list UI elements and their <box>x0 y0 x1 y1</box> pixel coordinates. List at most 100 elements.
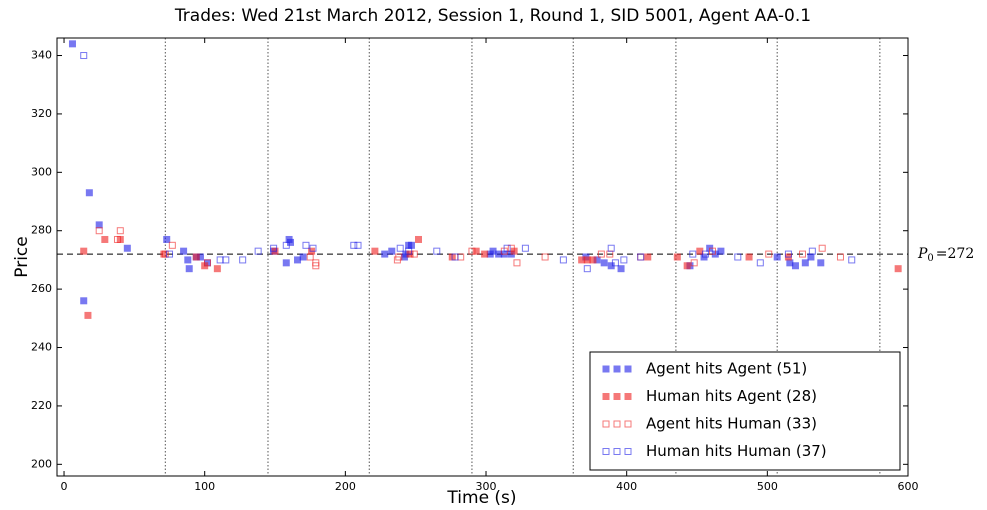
x-tick-label: 100 <box>194 480 215 493</box>
data-point <box>371 247 379 255</box>
y-tick-label: 340 <box>31 49 52 62</box>
data-point <box>299 253 307 261</box>
data-point <box>696 247 704 255</box>
data-point <box>817 259 825 267</box>
data-point <box>583 265 591 273</box>
legend-label: Agent hits Human (33) <box>646 415 817 433</box>
reference-subscript: 0 <box>927 253 933 264</box>
chart-title: Trades: Wed 21st March 2012, Session 1, … <box>174 6 811 26</box>
legend-marker <box>613 420 621 428</box>
legend-marker <box>613 365 621 373</box>
data-point <box>791 262 799 270</box>
data-point <box>163 235 171 243</box>
data-point <box>85 189 93 197</box>
data-point <box>620 256 628 264</box>
legend-marker <box>613 448 621 455</box>
y-tick-label: 260 <box>31 282 52 295</box>
data-point <box>312 262 320 270</box>
data-point <box>756 259 764 267</box>
legend-marker <box>602 448 610 455</box>
data-point <box>166 250 174 258</box>
data-point <box>617 265 625 273</box>
data-point <box>583 256 591 264</box>
data-point <box>95 221 103 229</box>
data-point <box>282 259 290 267</box>
x-tick-label: 500 <box>757 480 778 493</box>
data-point <box>185 265 193 273</box>
data-point <box>773 253 781 261</box>
data-point <box>84 311 92 319</box>
x-tick-label: 400 <box>616 480 637 493</box>
data-point <box>184 256 192 264</box>
y-tick-label: 300 <box>31 165 52 178</box>
data-point <box>285 235 293 243</box>
data-point <box>717 247 725 255</box>
data-point <box>270 244 278 252</box>
data-point <box>799 250 807 258</box>
data-point <box>607 244 615 252</box>
data-point <box>784 250 792 258</box>
data-point <box>388 247 396 255</box>
data-point <box>894 265 902 273</box>
legend-marker <box>624 365 632 373</box>
data-point <box>393 256 401 264</box>
data-point <box>734 253 742 261</box>
data-point <box>160 250 168 258</box>
data-point <box>503 244 511 252</box>
data-point <box>521 244 529 252</box>
y-tick-label: 320 <box>31 107 52 120</box>
x-tick-label: 200 <box>335 480 356 493</box>
y-tick-label: 220 <box>31 399 52 412</box>
data-point <box>80 247 88 255</box>
y-tick-label: 280 <box>31 224 52 237</box>
data-point <box>818 244 826 252</box>
reference-value: =272 <box>936 246 974 262</box>
legend-marker <box>624 448 632 455</box>
data-point <box>180 247 188 255</box>
data-point <box>354 241 362 249</box>
data-point <box>123 244 131 252</box>
data-point <box>396 244 404 252</box>
data-point <box>745 253 753 261</box>
data-point <box>507 244 515 252</box>
data-point <box>68 40 76 48</box>
data-point <box>80 297 88 305</box>
data-point <box>309 244 317 252</box>
legend-label: Agent hits Agent (51) <box>646 360 807 378</box>
data-point <box>611 259 619 267</box>
data-point <box>350 241 358 249</box>
data-point <box>701 250 709 258</box>
data-point <box>673 253 681 261</box>
y-tick-label: 240 <box>31 341 52 354</box>
data-point <box>407 241 415 249</box>
data-point <box>481 250 489 258</box>
data-point <box>204 259 212 267</box>
data-point <box>254 247 262 255</box>
data-point <box>414 235 422 243</box>
legend-marker <box>613 393 621 400</box>
data-point <box>708 247 716 255</box>
y-axis-label: Price <box>12 236 32 277</box>
data-point <box>213 265 221 273</box>
reference-label: P0 =272 <box>917 246 974 264</box>
data-point <box>644 253 652 261</box>
reference-symbol: P <box>917 246 928 262</box>
data-point <box>468 247 476 255</box>
data-point <box>80 52 88 60</box>
data-point <box>192 253 200 261</box>
data-point <box>472 247 480 255</box>
data-point <box>405 247 413 255</box>
data-point <box>457 253 465 261</box>
data-point <box>589 256 597 264</box>
x-tick-label: 0 <box>61 480 68 493</box>
data-point <box>239 256 247 264</box>
data-point <box>848 256 856 264</box>
data-point <box>433 247 441 255</box>
legend-marker <box>624 393 632 400</box>
data-point <box>765 250 773 258</box>
data-point <box>808 247 816 255</box>
data-point <box>637 253 645 261</box>
data-point <box>451 253 459 261</box>
x-axis-label: Time (s) <box>446 488 516 508</box>
